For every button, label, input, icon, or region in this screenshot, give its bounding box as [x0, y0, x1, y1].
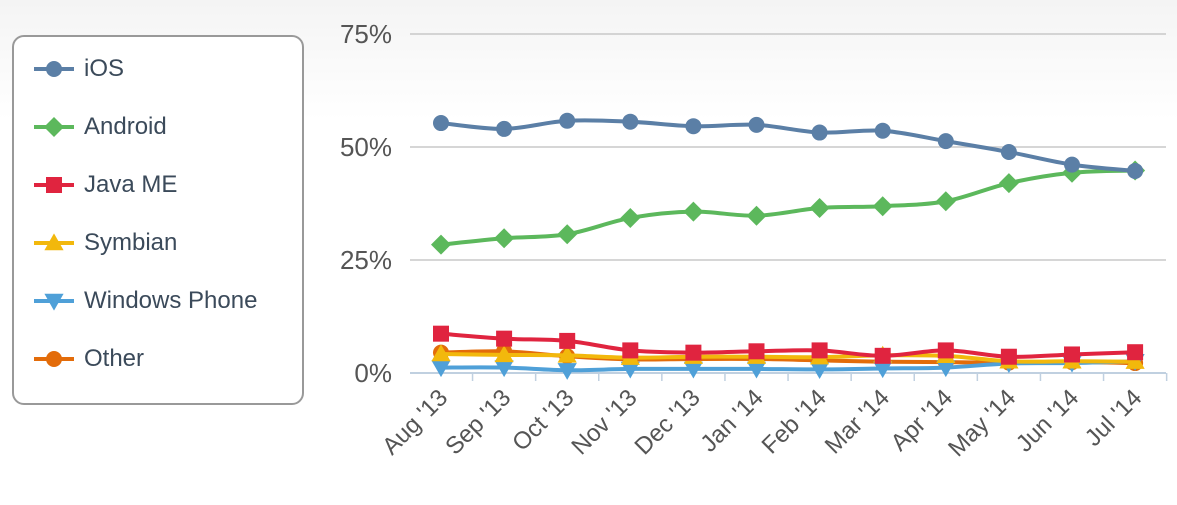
data-point — [746, 361, 767, 379]
legend: iOS Android Java ME Symbian Windows Phone Oth… — [12, 35, 304, 405]
data-point — [1000, 143, 1017, 160]
data-point — [559, 332, 576, 349]
x-tick-label: Mar '14 — [820, 384, 895, 459]
data-point — [874, 122, 891, 139]
data-point — [683, 201, 704, 222]
data-point — [872, 196, 893, 217]
data-point — [431, 344, 451, 362]
data-point — [1064, 156, 1080, 173]
data-point — [685, 118, 702, 135]
legend-item-ios[interactable]: iOS — [32, 49, 124, 89]
data-point — [559, 112, 576, 129]
data-point — [557, 224, 578, 245]
data-point — [496, 120, 513, 137]
legend-marker — [44, 293, 64, 311]
legend-label: Other — [84, 345, 145, 372]
data-point — [748, 116, 765, 133]
data-point — [433, 115, 449, 132]
legend-marker — [46, 177, 62, 193]
data-point — [746, 205, 767, 226]
data-point — [494, 360, 514, 378]
series-line — [439, 168, 1138, 247]
legend-symbol — [34, 351, 74, 367]
legend-symbol — [34, 233, 74, 251]
data-point — [1127, 162, 1144, 179]
data-point — [937, 342, 954, 359]
data-point — [494, 345, 514, 363]
x-tick-label: Jan '14 — [695, 384, 768, 457]
legend-symbol — [34, 61, 74, 77]
legend-item-windows-phone[interactable]: Windows Phone — [32, 281, 257, 321]
data-point — [935, 191, 956, 212]
legend-marker — [44, 117, 64, 137]
x-tick-label: Nov '13 — [566, 384, 642, 460]
x-tick-label: May '14 — [943, 384, 1021, 462]
data-point — [433, 325, 449, 342]
legend-label: Java ME — [84, 171, 178, 198]
legend-label: Symbian — [84, 229, 178, 256]
y-tick-label: 50% — [340, 132, 392, 162]
x-tick-label: Feb '14 — [757, 384, 832, 459]
y-tick-label: 0% — [354, 358, 392, 388]
y-tick-label: 75% — [340, 19, 392, 49]
data-point — [431, 234, 451, 255]
data-point — [431, 360, 451, 378]
data-point — [998, 173, 1019, 194]
data-point — [937, 133, 954, 150]
data-point — [1125, 352, 1145, 369]
x-tick-label: Jul '14 — [1080, 384, 1148, 452]
data-point — [810, 362, 830, 379]
legend-label: Android — [84, 113, 167, 140]
data-point — [873, 361, 893, 379]
data-point — [811, 124, 828, 141]
legend-item-java-me[interactable]: Java ME — [32, 165, 177, 205]
legend-item-android[interactable]: Android — [32, 107, 167, 147]
legend-marker — [44, 233, 64, 251]
data-point — [557, 363, 577, 380]
data-point — [874, 347, 891, 364]
data-point — [494, 228, 515, 249]
y-tick-label: 25% — [340, 245, 392, 275]
data-point — [1064, 346, 1080, 363]
data-point — [622, 342, 639, 359]
series-line — [439, 118, 1138, 173]
x-tick-label: Jun '14 — [1011, 384, 1084, 457]
data-point — [1127, 344, 1144, 361]
data-point — [620, 361, 640, 379]
data-point — [936, 360, 956, 378]
legend-symbol — [34, 293, 74, 311]
legend-item-symbian[interactable]: Symbian — [32, 223, 177, 263]
data-point — [496, 330, 513, 347]
data-point — [683, 361, 703, 379]
legend-symbol — [34, 177, 74, 193]
data-point — [622, 113, 639, 130]
legend-item-other[interactable]: Other — [32, 339, 144, 379]
x-tick-label: Oct '13 — [507, 384, 579, 456]
legend-label: Windows Phone — [84, 287, 258, 314]
legend-marker — [46, 351, 62, 367]
legend-symbol — [34, 117, 74, 137]
data-point — [748, 343, 765, 360]
x-tick-label: Aug '13 — [377, 384, 453, 460]
data-point — [809, 198, 830, 219]
data-point — [620, 207, 641, 228]
series-java-me — [433, 325, 1144, 365]
series-ios — [433, 112, 1144, 179]
legend-label: iOS — [84, 55, 125, 82]
x-tick-label: Dec '13 — [630, 384, 706, 460]
x-tick-label: Sep '13 — [440, 384, 516, 460]
legend-marker — [46, 61, 62, 77]
data-point — [1000, 348, 1017, 365]
data-point — [811, 342, 828, 359]
data-point — [685, 344, 702, 361]
series-android — [431, 160, 1146, 255]
data-point — [557, 345, 577, 363]
